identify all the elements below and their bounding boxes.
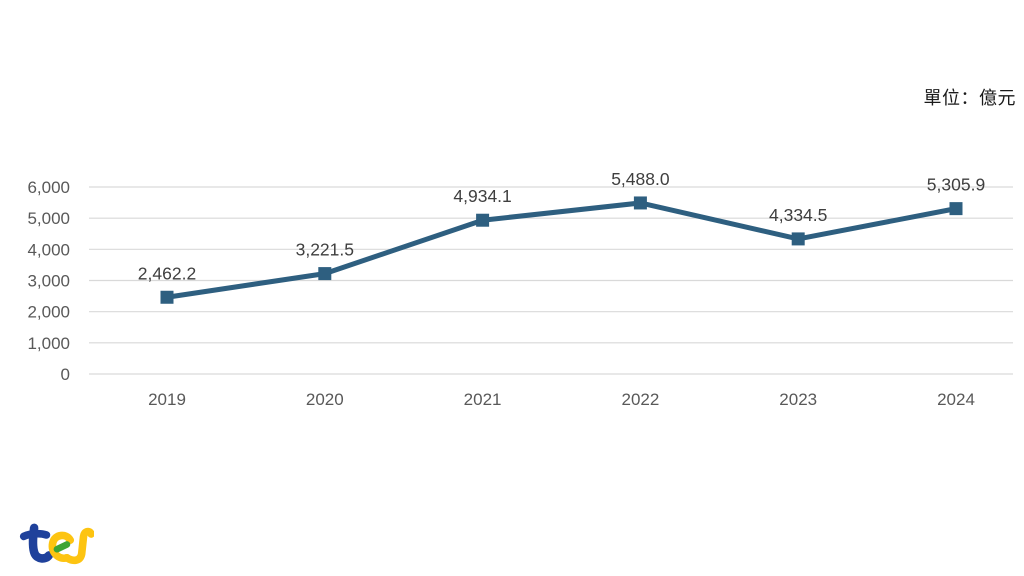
data-point <box>791 232 805 246</box>
data-label: 5,305.9 <box>927 175 985 195</box>
x-axis-label: 2020 <box>306 390 344 409</box>
data-label: 2,462.2 <box>138 263 196 283</box>
x-axis-label: 2022 <box>621 390 659 409</box>
y-axis-tick-label: 4,000 <box>27 240 70 259</box>
data-point <box>949 202 963 216</box>
x-axis-label: 2023 <box>779 390 817 409</box>
tej-logo-e <box>48 531 75 562</box>
tej-logo-t-bar <box>19 529 51 541</box>
y-axis-tick-label: 2,000 <box>27 303 70 322</box>
tej-logo-j <box>63 527 94 565</box>
y-axis-tick-label: 3,000 <box>27 272 70 291</box>
data-line <box>164 200 959 300</box>
data-point <box>318 267 332 281</box>
data-label: 3,221.5 <box>296 240 354 260</box>
tej-logo-green-dash <box>53 541 71 553</box>
data-label: 4,334.5 <box>769 205 827 225</box>
data-label: 5,488.0 <box>611 169 670 189</box>
y-axis-tick-label: 5,000 <box>27 209 70 228</box>
data-label: 4,934.1 <box>453 186 511 206</box>
data-point <box>476 213 490 227</box>
data-point <box>633 196 647 210</box>
x-axis-label: 2019 <box>148 390 186 409</box>
tej-logo <box>19 523 94 565</box>
y-axis-tick-label: 1,000 <box>27 334 70 353</box>
unit-label: 單位：億元 <box>923 88 1016 108</box>
y-axis-tick-label: 6,000 <box>27 178 70 197</box>
data-point <box>160 290 174 304</box>
y-axis-tick-label: 0 <box>61 365 70 384</box>
x-axis-label: 2024 <box>937 390 975 409</box>
x-axis-label: 2021 <box>464 390 502 409</box>
